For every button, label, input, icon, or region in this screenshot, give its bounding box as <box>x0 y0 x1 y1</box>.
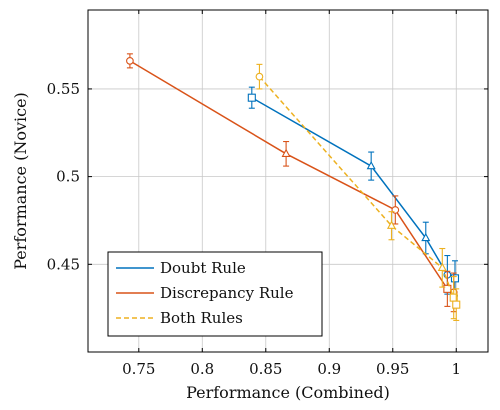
y-axis-label: Performance (Novice) <box>11 92 30 270</box>
data-point-square <box>450 274 460 283</box>
y-tick-label: 0.5 <box>56 168 80 186</box>
y-tick-label: 0.55 <box>47 80 80 98</box>
legend-box <box>107 251 323 337</box>
legend: Doubt Rule Discrepancy Rule Both Rules <box>107 251 323 337</box>
data-point-circle <box>126 57 134 65</box>
data-point-triangle <box>437 262 447 271</box>
series-layer <box>126 53 461 321</box>
x-tick-label: 1 <box>451 360 461 378</box>
series-both-rules <box>255 63 461 321</box>
data-point-circle <box>391 206 400 214</box>
x-tick-label: 0.85 <box>249 360 282 378</box>
data-point-triangle <box>281 148 291 157</box>
data-point-square <box>452 300 461 309</box>
data-point-triangle <box>386 220 397 229</box>
data-point-square <box>443 284 452 293</box>
x-tick-label: 0.8 <box>190 360 214 378</box>
legend-label: Doubt Rule <box>160 259 246 277</box>
axis-ticks: 0.75 0.8 0.85 0.9 0.95 1 0.45 0.5 0.55 <box>47 10 488 378</box>
x-tick-label: 0.95 <box>376 360 409 378</box>
y-tick-label: 0.45 <box>47 255 80 273</box>
data-point-square <box>247 93 256 102</box>
data-point-triangle <box>366 160 376 170</box>
legend-label: Discrepancy Rule <box>160 284 294 302</box>
legend-label: Both Rules <box>160 309 243 327</box>
plot-area-frame <box>87 9 489 353</box>
data-point-triangle <box>421 232 431 242</box>
x-tick-label: 0.75 <box>122 360 155 378</box>
x-tick-label: 0.9 <box>317 360 341 378</box>
data-point-circle <box>255 72 264 81</box>
x-axis-label: Performance (Combined) <box>186 383 390 402</box>
